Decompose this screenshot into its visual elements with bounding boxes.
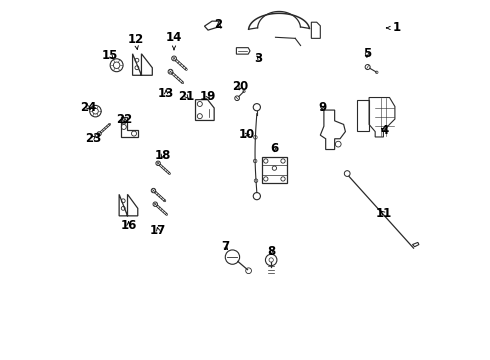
Text: 9: 9 — [318, 101, 326, 114]
Text: 10: 10 — [238, 128, 255, 141]
Text: 13: 13 — [158, 87, 174, 100]
Text: 14: 14 — [166, 31, 182, 50]
Text: 20: 20 — [232, 80, 248, 93]
Text: 3: 3 — [255, 51, 263, 64]
Text: 12: 12 — [127, 33, 144, 49]
Text: 4: 4 — [381, 124, 389, 138]
Text: 22: 22 — [116, 113, 132, 126]
Text: 1: 1 — [387, 22, 400, 35]
Text: 6: 6 — [270, 142, 278, 155]
Text: 19: 19 — [200, 90, 216, 103]
Text: 5: 5 — [363, 47, 371, 60]
Text: 21: 21 — [178, 90, 195, 103]
Text: 16: 16 — [120, 219, 137, 232]
Text: 15: 15 — [102, 49, 119, 62]
Text: 7: 7 — [221, 240, 229, 253]
Text: 18: 18 — [154, 149, 171, 162]
Text: 24: 24 — [80, 101, 96, 114]
Text: 2: 2 — [214, 18, 222, 31]
Text: 23: 23 — [85, 131, 101, 145]
Text: 8: 8 — [267, 244, 275, 257]
Text: 11: 11 — [376, 207, 392, 220]
Text: 17: 17 — [150, 224, 166, 238]
